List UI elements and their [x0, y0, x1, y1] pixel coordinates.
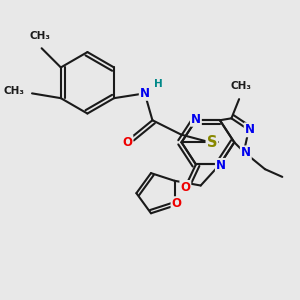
Text: CH₃: CH₃: [230, 81, 251, 92]
Text: O: O: [122, 136, 133, 149]
Text: O: O: [172, 197, 182, 210]
Text: N: N: [241, 146, 251, 159]
Text: CH₃: CH₃: [3, 86, 24, 96]
Text: O: O: [180, 181, 190, 194]
Text: N: N: [216, 159, 226, 172]
Text: H: H: [154, 79, 163, 89]
Text: S: S: [207, 135, 217, 150]
Text: N: N: [140, 87, 150, 100]
Text: N: N: [245, 123, 255, 136]
Text: CH₃: CH₃: [29, 31, 50, 40]
Text: N: N: [191, 113, 201, 126]
